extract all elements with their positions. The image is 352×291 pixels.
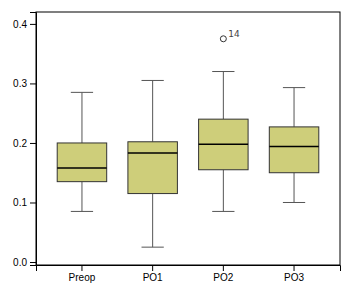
- whisker-cap: [71, 211, 93, 212]
- outlier: [220, 36, 226, 42]
- x-tick-label: PO2: [213, 272, 233, 283]
- y-tick: 0.0: [13, 257, 36, 268]
- whisker: [152, 194, 153, 248]
- box-group: [57, 92, 106, 211]
- whisker-cap: [283, 202, 305, 203]
- box-group: [199, 72, 248, 212]
- x-tick: PO2: [213, 265, 233, 283]
- x-tick-mark: [223, 265, 224, 271]
- whisker-cap: [212, 211, 234, 212]
- y-tick-label: 0.3: [13, 78, 27, 89]
- whisker: [294, 88, 295, 127]
- whisker-cap: [212, 71, 234, 72]
- box-group: [128, 80, 177, 247]
- whisker-cap: [71, 92, 93, 93]
- median: [57, 167, 106, 169]
- x-tick-label: PO3: [284, 272, 304, 283]
- x-axis: Preop PO1 PO2 PO3: [37, 265, 341, 283]
- median: [199, 143, 248, 145]
- whisker: [152, 80, 153, 141]
- x-axis-line: [37, 266, 341, 272]
- x-tick: PO3: [284, 265, 304, 283]
- x-tick-label: Preop: [69, 272, 96, 283]
- box: [199, 119, 248, 170]
- y-tick-label: 0.1: [13, 197, 27, 208]
- y-tick-label: 0.0: [13, 257, 27, 268]
- whisker: [223, 72, 224, 120]
- box: [269, 127, 318, 173]
- y-tick: 0.4: [13, 19, 36, 30]
- whisker-cap: [142, 247, 164, 248]
- plot-area: 0.0 0.1 0.2 0.3 0.4 Preop PO1 PO2 PO3 14: [13, 12, 340, 283]
- whisker-cap: [283, 87, 305, 88]
- y-axis: 0.0 0.1 0.2 0.3 0.4: [13, 13, 36, 268]
- whisker: [294, 173, 295, 203]
- y-tick-label: 0.2: [13, 138, 27, 149]
- y-tick-label: 0.4: [13, 19, 27, 30]
- y-tick-mark: [30, 143, 36, 144]
- y-tick-mark: [30, 262, 36, 263]
- y-tick: 0.3: [13, 78, 36, 89]
- plot-frame: [36, 12, 340, 265]
- whisker: [81, 182, 82, 212]
- whisker: [81, 92, 82, 143]
- marks: [57, 36, 319, 247]
- y-tick: 0.2: [13, 138, 36, 149]
- chart: 0.0 0.1 0.2 0.3 0.4 Preop PO1 PO2 PO3 14: [0, 0, 352, 291]
- y-tick-mark: [30, 202, 36, 203]
- x-tick-label: PO1: [143, 272, 163, 283]
- whisker-cap: [142, 80, 164, 81]
- x-tick: PO1: [143, 265, 163, 283]
- x-tick-mark: [294, 265, 295, 271]
- box: [57, 143, 106, 182]
- y-tick-mark: [30, 83, 36, 84]
- median: [128, 152, 177, 154]
- outlier-labels: 14: [228, 29, 240, 39]
- x-tick: Preop: [69, 265, 96, 283]
- y-tick-mark: [30, 24, 36, 25]
- box-group: [269, 88, 318, 203]
- x-tick-mark: [152, 265, 153, 271]
- median: [269, 146, 318, 148]
- whisker: [223, 170, 224, 212]
- y-tick: 0.1: [13, 197, 36, 208]
- outlier-label: 14: [228, 29, 240, 39]
- box: [128, 142, 177, 194]
- x-tick-mark: [81, 265, 82, 271]
